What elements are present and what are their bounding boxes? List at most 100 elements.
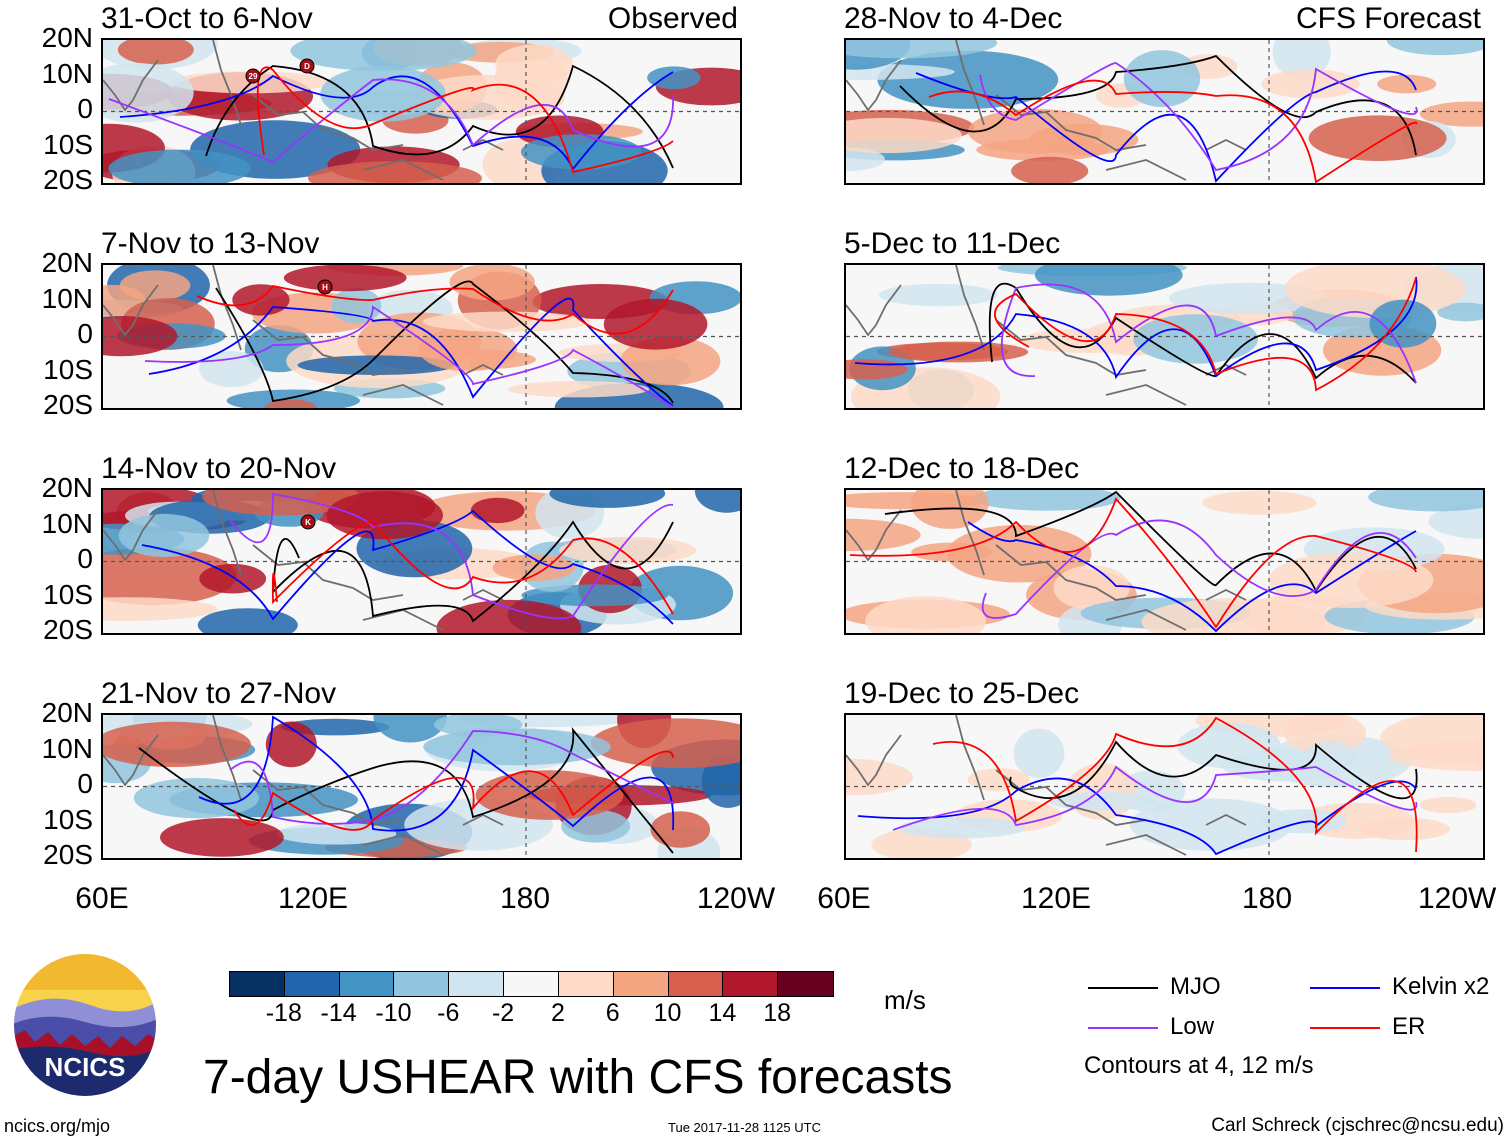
colorbar-swatch-10: [723, 972, 779, 996]
left-panel-1-storm-label-1: 29: [249, 72, 258, 81]
left-panel-4-title: 21-Nov to 27-Nov: [101, 677, 337, 710]
colorbar-swatch-1: [230, 972, 285, 996]
colorbar-tick-1: -18: [265, 999, 302, 1027]
colorbar-tick-8: 10: [653, 999, 682, 1027]
left-panel-3-storm-marker-1: K: [300, 514, 316, 530]
colorbar-swatch-8: [613, 972, 669, 996]
lon-label-120w-left: 120W: [696, 882, 776, 915]
colorbar-tick-9: 14: [708, 999, 737, 1027]
left-panel-2-contour-er: [196, 285, 674, 335]
low-line-sample: [1088, 1026, 1158, 1029]
left-panel-4-lat-10s: 10S: [43, 803, 93, 835]
left-panel-3-contour-low: [228, 492, 674, 620]
right-panel-2-title: 5-Dec to 11-Dec: [844, 227, 1061, 260]
left-panel-2-lat-20n: 20N: [41, 247, 93, 278]
right-panel-1-map: [844, 38, 1485, 185]
left-panel-3-storm-label-1: K: [305, 518, 311, 527]
mjo-line-sample: [1088, 986, 1158, 989]
right-panel-1-title: 28-Nov to 4-Dec: [844, 2, 1063, 35]
right-panel-3-contour-low: [981, 519, 1417, 619]
footer-timestamp: Tue 2017-11-28 1125 UTC: [668, 1120, 821, 1135]
legend-er-label: ER: [1392, 1013, 1426, 1040]
right-panel-1-contour-kelvin: [915, 70, 1417, 183]
lon-label-120e-left: 120E: [277, 882, 349, 915]
left-panel-4-shading: [103, 715, 740, 858]
left-panel-1-storm-label-2: D: [304, 62, 310, 71]
left-panel-3-lat-0: 0: [77, 543, 93, 574]
left-panel-2-lat-10n: 10N: [41, 282, 93, 314]
left-panel-4-lat-20n: 20N: [41, 697, 93, 728]
left-panel-4-map: [101, 713, 742, 860]
legend-kelvin: Kelvin x2: [1310, 974, 1489, 1000]
right-panel-2-shading: [846, 265, 1483, 408]
colorbar-tick-2: -14: [320, 999, 357, 1027]
right-panel-2-map: [844, 263, 1485, 410]
left-panel-1-tag: Observed: [607, 2, 738, 35]
main-title: 7-day USHEAR with CFS forecasts: [203, 1051, 953, 1104]
left-panel-3-contour-er: [271, 521, 674, 615]
left-panel-3-map: K: [101, 488, 742, 635]
colorbar-tick-3: -10: [375, 999, 412, 1027]
right-panel-4-map: [844, 713, 1485, 860]
left-panel-2-map: H: [101, 263, 742, 410]
right-panel-2-contour-mjo: [988, 282, 1417, 384]
left-panel-3-title: 14-Nov to 20-Nov: [101, 452, 337, 485]
colorbar-swatch-2: [284, 972, 340, 996]
right-panel-3-map: [844, 488, 1485, 635]
right-panel-4-contour-low: [892, 765, 1418, 831]
legend-low: Low: [1088, 1014, 1214, 1040]
left-panel-3-lat-10n: 10N: [41, 507, 93, 539]
right-panel-4-shading: [846, 715, 1483, 858]
left-panel-1-lat-0: 0: [77, 93, 93, 124]
left-panel-1-shading: 29 D: [103, 40, 740, 183]
right-panel-3-title: 12-Dec to 18-Dec: [844, 452, 1080, 485]
colorbar-swatch-5: [449, 972, 505, 996]
left-panel-2-storm-marker-1: H: [317, 279, 333, 295]
left-panel-3-shading: K: [103, 490, 740, 633]
colorbar-tick-7: 6: [605, 999, 620, 1027]
legend-low-label: Low: [1170, 1013, 1215, 1040]
legend-mjo-label: MJO: [1170, 973, 1221, 1000]
right-panel-3-shading: [846, 490, 1483, 633]
left-panel-2-contour-kelvin: [148, 297, 674, 407]
colorbar-units: m/s: [884, 985, 926, 1015]
left-panel-3-lat-10s: 10S: [43, 578, 93, 610]
contour-note: Contours at 4, 12 m/s: [1084, 1052, 1314, 1079]
left-panel-1-map: 29 D: [101, 38, 742, 185]
left-panel-1-title: 31-Oct to 6-Nov: [101, 2, 313, 35]
lon-label-120e-right: 120E: [1020, 882, 1092, 915]
right-panel-2-contour-er: [994, 277, 1417, 392]
footer-url[interactable]: ncics.org/mjo: [4, 1116, 111, 1136]
colorbar-swatch-11: [778, 972, 833, 996]
colorbar-tick-4: -6: [437, 999, 460, 1027]
left-panel-3-contour-kelvin: [141, 509, 674, 625]
left-panel-3-lat-20s: 20S: [43, 614, 93, 645]
colorbar-tick-5: -2: [491, 999, 515, 1027]
colorbar-swatch-4: [394, 972, 450, 996]
left-panel-1-lat-20n: 20N: [41, 22, 93, 53]
left-panel-3-lat-20n: 20N: [41, 472, 93, 503]
right-panel-4-contour-er: [932, 716, 1418, 853]
right-panel-1-contour-mjo: [899, 54, 1417, 156]
left-panel-2-lat-0: 0: [77, 318, 93, 349]
right-panel-2-contour-low: [1000, 283, 1417, 384]
colorbar-tick-6: 2: [550, 999, 565, 1027]
lon-label-180-right: 180: [1241, 882, 1293, 915]
left-panel-1-contour-mjo: [205, 64, 674, 169]
colorbar-swatch-3: [339, 972, 395, 996]
er-line-sample: [1310, 1026, 1380, 1029]
left-panel-1-lat-10n: 10N: [41, 57, 93, 89]
legend-kelvin-label: Kelvin x2: [1392, 973, 1490, 1000]
lon-label-120w-right: 120W: [1418, 884, 1497, 914]
colorbar: [229, 971, 834, 997]
right-panel-1-contour-low: [979, 62, 1418, 172]
left-panel-4-lat-0: 0: [77, 768, 93, 799]
left-panel-4-contour-er: [233, 750, 674, 831]
right-panel-4-title: 19-Dec to 25-Dec: [844, 677, 1080, 710]
left-panel-2-contour-low: [144, 305, 674, 408]
ncics-logo: NCICS: [12, 952, 158, 1098]
left-panel-1-storm-marker-2: D: [299, 58, 315, 74]
left-panel-2-title: 7-Nov to 13-Nov: [101, 227, 320, 260]
right-panel-1-shading: [846, 40, 1483, 183]
colorbar-swatch-7: [558, 972, 614, 996]
